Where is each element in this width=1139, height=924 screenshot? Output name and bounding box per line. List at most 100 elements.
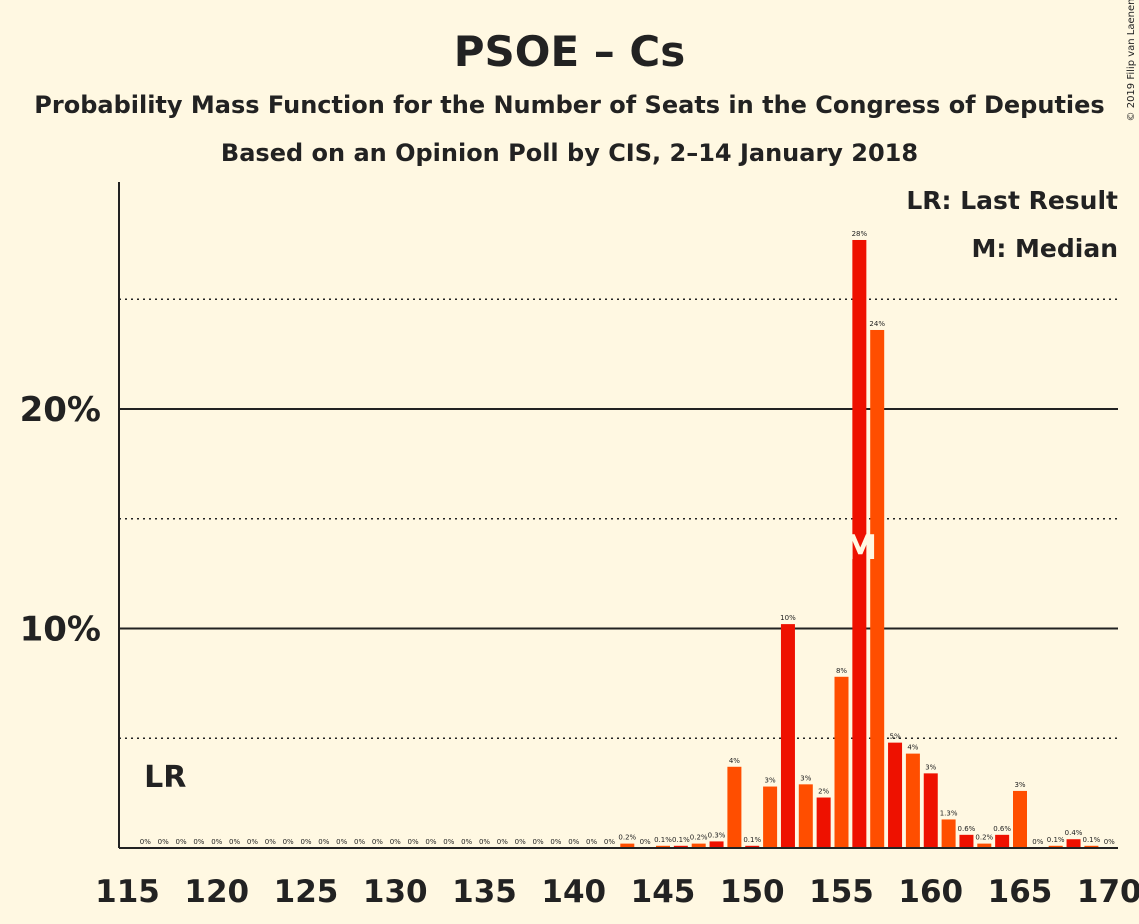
- bar-label-seat-149: 4%: [729, 757, 740, 765]
- bar-label-seat-154: 2%: [818, 788, 829, 796]
- bar-seat-168: [1066, 839, 1081, 848]
- bar-label-seat-141: 0%: [586, 838, 597, 846]
- bar-label-seat-150: 0.1%: [743, 836, 761, 844]
- bar-label-seat-158: 5%: [889, 733, 900, 741]
- bar-label-seat-122: 0%: [247, 838, 258, 846]
- bar-seat-145: [656, 845, 670, 848]
- chart-title: PSOE – Cs: [454, 27, 686, 76]
- bar-label-seat-169: 0.1%: [1083, 836, 1101, 844]
- bar-label-seat-136: 0%: [497, 838, 508, 846]
- bar-label-seat-159: 4%: [907, 744, 918, 752]
- bar-label-seat-134: 0%: [461, 838, 472, 846]
- x-tick-120: 120: [184, 874, 249, 910]
- last-result-marker: LR: [144, 760, 186, 795]
- bar-label-seat-163: 0.2%: [975, 834, 993, 842]
- x-tick-155: 155: [809, 874, 874, 910]
- bar-seat-161: [941, 819, 956, 848]
- bar-seat-151: [763, 786, 778, 848]
- bar-label-seat-123: 0%: [265, 838, 276, 846]
- bar-label-seat-131: 0%: [408, 838, 419, 846]
- x-tick-135: 135: [452, 874, 517, 910]
- chart-subtitle-poll: Based on an Opinion Poll by CIS, 2–14 Ja…: [221, 139, 918, 167]
- bar-label-seat-144: 0%: [640, 838, 651, 846]
- bar-seat-169: [1084, 845, 1099, 848]
- chart-subtitle: Probability Mass Function for the Number…: [34, 91, 1104, 119]
- x-tick-125: 125: [274, 874, 339, 910]
- bar-label-seat-162: 0.6%: [958, 825, 976, 833]
- bar-label-seat-156: 28%: [852, 230, 868, 238]
- bar-seat-148: [709, 841, 724, 848]
- x-tick-160: 160: [898, 874, 963, 910]
- bar-label-seat-160: 3%: [925, 763, 936, 771]
- bar-seat-155: [834, 676, 849, 848]
- bar-label-seat-153: 3%: [800, 774, 811, 782]
- bar-label-seat-139: 0%: [550, 838, 561, 846]
- bar-seat-156: [852, 239, 867, 849]
- bar-label-seat-147: 0.2%: [690, 834, 708, 842]
- bar-label-seat-142: 0%: [604, 838, 615, 846]
- grid-lines: [119, 298, 1118, 739]
- bar-label-seat-127: 0%: [336, 838, 347, 846]
- bar-label-seat-161: 1.3%: [940, 809, 958, 817]
- bar-label-seat-170: 0%: [1104, 838, 1115, 846]
- legend-last-result: LR: Last Result: [906, 186, 1118, 215]
- bar-label-seat-133: 0%: [443, 838, 454, 846]
- bar-seat-143: [620, 843, 635, 848]
- median-marker: M: [843, 528, 877, 568]
- bar-label-seat-128: 0%: [354, 838, 365, 846]
- x-tick-115: 115: [95, 874, 160, 910]
- bar-seat-160: [923, 773, 938, 848]
- bar-seat-162: [959, 834, 974, 848]
- bar-label-seat-118: 0%: [175, 838, 186, 846]
- bar-seat-146: [673, 845, 688, 848]
- bar-label-seat-135: 0%: [479, 838, 490, 846]
- bar-label-seat-126: 0%: [318, 838, 329, 846]
- y-tick-10: 10%: [20, 610, 101, 650]
- bar-label-seat-165: 3%: [1014, 781, 1025, 789]
- bar-seat-147: [691, 843, 706, 848]
- bar-label-seat-132: 0%: [425, 838, 436, 846]
- bar-label-seat-151: 3%: [765, 777, 776, 785]
- x-tick-140: 140: [541, 874, 606, 910]
- bar-seat-159: [905, 753, 920, 848]
- bar-seat-150: [745, 845, 760, 848]
- bar-label-seat-143: 0.2%: [618, 834, 636, 842]
- y-tick-20: 20%: [20, 390, 101, 430]
- x-tick-130: 130: [363, 874, 428, 910]
- bar-seat-163: [977, 843, 992, 848]
- bar-label-seat-130: 0%: [390, 838, 401, 846]
- bar-label-seat-124: 0%: [283, 838, 294, 846]
- axis-ticks: 115 120 125 130 135 140 145 150 155 160 165 170 10% 2…: [20, 390, 1139, 910]
- x-tick-165: 165: [988, 874, 1053, 910]
- bar-label-seat-157: 24%: [869, 320, 885, 328]
- bar-seat-165: [1013, 790, 1027, 848]
- bar-label-seat-138: 0%: [532, 838, 543, 846]
- bar-seat-157: [870, 329, 885, 849]
- legend-median: M: Median: [971, 234, 1118, 263]
- bar-label-seat-116: 0%: [140, 838, 151, 846]
- bar-label-seat-120: 0%: [211, 838, 222, 846]
- bar-label-seat-137: 0%: [515, 838, 526, 846]
- bar-label-seat-121: 0%: [229, 838, 240, 846]
- bar-seat-152: [780, 624, 795, 848]
- bar-seat-153: [798, 784, 813, 848]
- x-tick-145: 145: [631, 874, 696, 910]
- bar-label-seat-148: 0.3%: [708, 831, 726, 839]
- bar-seat-149: [727, 766, 742, 848]
- bar-label-seat-146: 0.1%: [672, 836, 690, 844]
- bar-label-seat-164: 0.6%: [993, 825, 1011, 833]
- bar-label-seat-140: 0%: [568, 838, 579, 846]
- bars: 0% 0% 0% 0% 0% 0% 0% 0% 0% 0% 0% 0% 0% 0% 0% 0% 0% 0% 0% 0%…: [140, 230, 1115, 849]
- bar-label-seat-167: 0.1%: [1047, 836, 1065, 844]
- bar-label-seat-117: 0%: [158, 838, 169, 846]
- bar-seat-158: [888, 742, 903, 848]
- bar-seat-167: [1048, 845, 1063, 848]
- bar-seat-154: [816, 797, 831, 848]
- bar-label-seat-119: 0%: [193, 838, 204, 846]
- copyright-note: © 2019 Filip van Laenen: [1126, 0, 1137, 121]
- bar-seat-164: [995, 834, 1010, 848]
- bar-label-seat-152: 10%: [780, 614, 796, 622]
- bar-label-seat-145: 0.1%: [654, 836, 672, 844]
- bar-label-seat-166: 0%: [1032, 838, 1043, 846]
